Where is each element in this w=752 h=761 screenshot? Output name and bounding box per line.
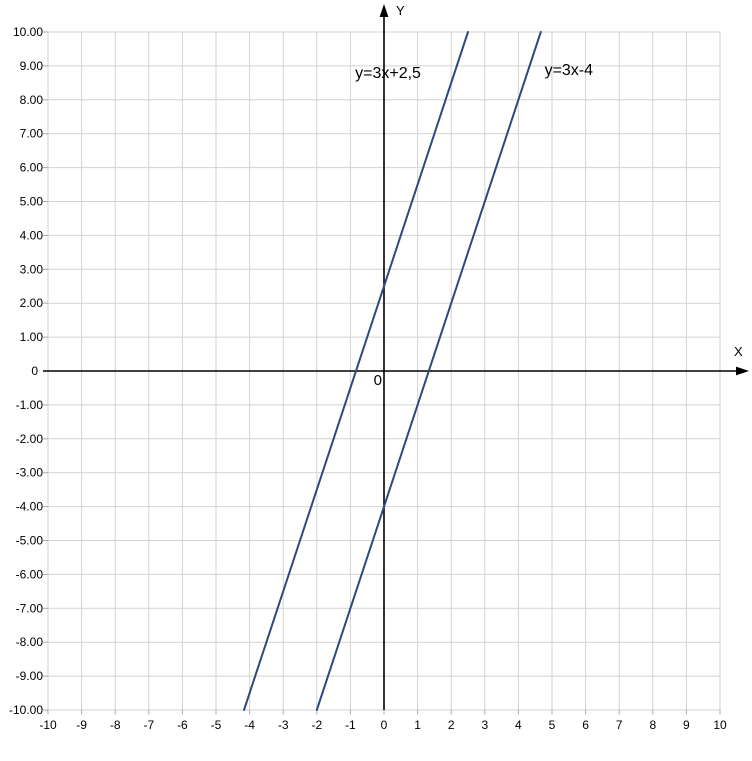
x-tick-label: 1 [414, 718, 421, 732]
y-tick-label: -6.00 [16, 567, 44, 581]
y-tick-label: 4.00 [20, 228, 44, 242]
y-tick-label: 1.00 [20, 330, 44, 344]
x-tick-label: 3 [481, 718, 488, 732]
x-tick-label: 8 [649, 718, 656, 732]
y-tick-labels: 10.00 9.00 8.00 7.00 6.00 5.00 4.00 3.00 2.00 1.0… [9, 25, 43, 717]
x-tick-label: 6 [582, 718, 589, 732]
x-tick-label: -2 [311, 718, 322, 732]
y-tick-label: 9.00 [20, 59, 44, 73]
x-tick-label: -3 [278, 718, 289, 732]
x-tick-label: -4 [244, 718, 255, 732]
x-tick-label: -9 [76, 718, 87, 732]
x-tick-label: 10 [713, 718, 727, 732]
y-tick-label: -5.00 [16, 534, 44, 548]
y-axis-label: Y [396, 3, 405, 18]
x-tick-label: 5 [549, 718, 556, 732]
function-label: y=3x+2,5 [355, 65, 421, 82]
function-line [315, 31, 542, 711]
y-tick-label: 6.00 [20, 161, 44, 175]
x-tick-label: -6 [177, 718, 188, 732]
y-tick-label: -3.00 [16, 466, 44, 480]
y-tick-label: -4.00 [16, 500, 44, 514]
axis-tick-marks [43, 31, 721, 715]
y-tick-label: -10.00 [9, 703, 43, 717]
y-tick-label: 3.00 [20, 262, 44, 276]
x-tick-labels: -10 -9 -8 -7 -6 -5 -4 -3 -2 -1 0 1 2 3 4 5 6 7 8 9 10 [39, 718, 727, 732]
y-tick-label: 5.00 [20, 195, 44, 209]
y-tick-label: 8.00 [20, 93, 44, 107]
x-axis-arrow-icon [736, 366, 749, 376]
x-tick-label: 4 [515, 718, 522, 732]
x-tick-label: 2 [448, 718, 455, 732]
y-tick-label: 2.00 [20, 296, 44, 310]
y-tick-label: -2.00 [16, 432, 44, 446]
x-tick-label: 0 [381, 718, 388, 732]
x-tick-label: -7 [143, 718, 154, 732]
y-tick-label: 7.00 [20, 127, 44, 141]
y-tick-label: -1.00 [16, 398, 44, 412]
origin-label: 0 [374, 372, 382, 389]
x-tick-label: 7 [616, 718, 623, 732]
x-tick-label: -10 [39, 718, 57, 732]
x-tick-label: -8 [110, 718, 121, 732]
y-tick-label: -8.00 [16, 635, 44, 649]
y-axis-arrow-icon [379, 4, 389, 17]
y-tick-label: 10.00 [13, 25, 43, 39]
function-line [242, 31, 469, 711]
y-tick-label: -7.00 [16, 601, 44, 615]
function-label: y=3x-4 [545, 62, 594, 79]
series-labels: y=3x+2,5 y=3x-4 [355, 62, 593, 82]
x-tick-label: -5 [211, 718, 222, 732]
series-lines [242, 31, 542, 711]
x-tick-label: -1 [345, 718, 356, 732]
x-tick-label: 9 [683, 718, 690, 732]
y-tick-label: -9.00 [16, 669, 44, 683]
x-axis-label: X [734, 344, 743, 359]
y-tick-label: 0 [31, 364, 38, 378]
